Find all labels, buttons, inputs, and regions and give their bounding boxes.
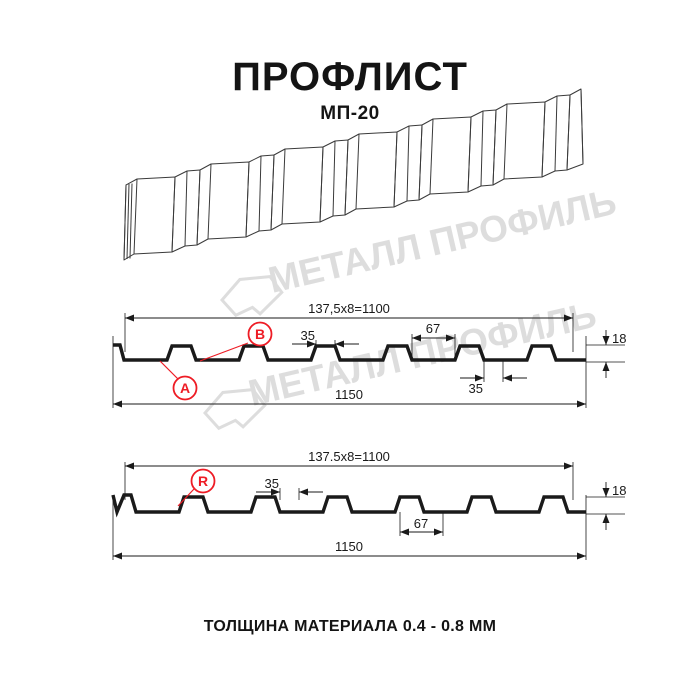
- isometric-view: [123, 88, 584, 261]
- section-r-dim-rib-top: 35: [256, 476, 323, 500]
- material-thickness-note: ТОЛЩИНА МАТЕРИАЛА 0.4 - 0.8 ММ: [203, 618, 497, 635]
- dim-height-label: 18: [612, 331, 626, 346]
- section-r-dim-pitch: 137.5x8=1100: [125, 449, 573, 470]
- dim-valley-label: 67: [414, 516, 428, 531]
- callout-a-label: A: [180, 380, 190, 396]
- callout-b[interactable]: B: [199, 321, 273, 362]
- section-a-dim-height: 18: [586, 330, 626, 378]
- section-a-dim-overall: 1150: [113, 387, 586, 408]
- dim-overall-label: 1150: [335, 539, 363, 554]
- section-r-dim-height: 18: [586, 482, 626, 530]
- callout-a[interactable]: A: [159, 360, 198, 401]
- watermark-lower: МЕТАЛЛ ПРОФИЛЬ: [202, 294, 601, 431]
- section-r: 137.5x8=1100 1150 35: [111, 449, 626, 560]
- dim-pitch-label: 137,5x8=1100: [308, 301, 390, 316]
- callout-r-label: R: [198, 473, 208, 489]
- section-a-dim-rib-top: 35: [292, 328, 359, 348]
- dim-overall-label: 1150: [335, 387, 363, 402]
- dim-rib-top-label: 35: [265, 476, 279, 491]
- section-a-profile: [113, 343, 586, 362]
- watermark-text: МЕТАЛЛ ПРОФИЛЬ: [265, 181, 621, 301]
- page-title: ПРОФЛИСТ: [232, 55, 468, 99]
- watermark-text: МЕТАЛЛ ПРОФИЛЬ: [245, 294, 601, 414]
- section-a-dim-pitch: 137,5x8=1100: [125, 301, 573, 322]
- section-a-extension-lines: [112, 313, 587, 408]
- section-r-dim-overall: 1150: [113, 539, 586, 560]
- product-model: МП-20: [320, 103, 380, 124]
- section-r-profile: [111, 493, 586, 518]
- dim-rib-bottom-label: 35: [469, 381, 483, 396]
- dim-height-label: 18: [612, 483, 626, 498]
- dim-pitch-label: 137.5x8=1100: [308, 449, 390, 464]
- section-r-dim-valley: 67: [399, 512, 444, 536]
- section-a: 137,5x8=1100 1150 35: [112, 301, 626, 408]
- dim-rib-top-label: 35: [301, 328, 315, 343]
- callout-r[interactable]: R: [177, 468, 216, 507]
- section-a-dim-rib-bottom: 35: [460, 360, 527, 396]
- dim-valley-label: 67: [426, 321, 440, 336]
- section-a-dim-valley: 67: [411, 321, 456, 360]
- callout-b-label: B: [255, 326, 265, 342]
